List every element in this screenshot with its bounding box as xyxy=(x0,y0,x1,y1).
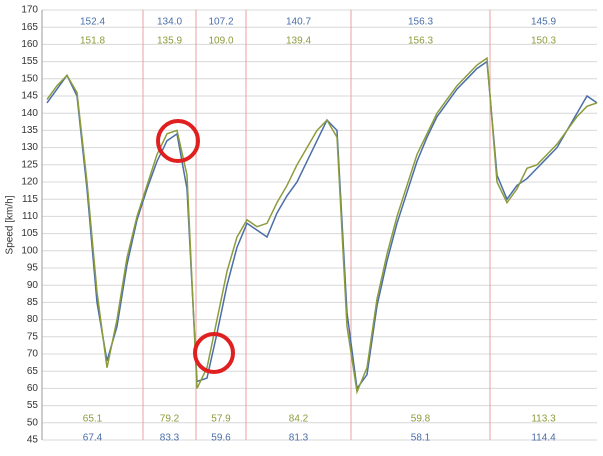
sector-max-label: 135.9 xyxy=(157,36,182,47)
sector-max-label: 150.3 xyxy=(531,36,556,47)
y-tick-label: 85 xyxy=(27,297,39,308)
y-tick-label: 50 xyxy=(27,417,39,428)
y-tick-label: 120 xyxy=(21,177,38,188)
sector-min-label: 57.9 xyxy=(211,414,231,425)
y-tick-label: 105 xyxy=(21,228,38,239)
y-tick-label: 60 xyxy=(27,383,39,394)
y-tick-label: 45 xyxy=(27,435,39,446)
y-tick-label: 100 xyxy=(21,245,38,256)
sector-min-label: 79.2 xyxy=(160,414,180,425)
y-tick-label: 170 xyxy=(21,5,38,16)
sector-min-label: 58.1 xyxy=(411,433,431,444)
sector-max-label: 156.3 xyxy=(408,36,433,47)
y-tick-label: 140 xyxy=(21,108,38,119)
sector-min-label: 113.3 xyxy=(531,414,556,425)
y-tick-label: 130 xyxy=(21,142,38,153)
sector-min-label: 59.8 xyxy=(411,414,431,425)
highlight-circle xyxy=(193,332,235,374)
y-tick-label: 80 xyxy=(27,314,39,325)
sector-min-label: 67.4 xyxy=(83,433,103,444)
y-tick-label: 75 xyxy=(27,331,39,342)
y-tick-label: 90 xyxy=(27,280,39,291)
sector-min-label: 83.3 xyxy=(160,433,180,444)
sector-max-label: 145.9 xyxy=(531,17,556,28)
y-tick-label: 165 xyxy=(21,22,38,33)
sector-min-label: 65.1 xyxy=(83,414,103,425)
highlight-circle xyxy=(156,119,200,163)
line-series xyxy=(46,60,598,391)
y-tick-label: 145 xyxy=(21,91,38,102)
line-series xyxy=(46,56,598,395)
sector-max-label: 152.4 xyxy=(80,17,105,28)
sector-min-label: 59.6 xyxy=(211,433,231,444)
y-tick-label: 95 xyxy=(27,263,39,274)
y-tick-label: 55 xyxy=(27,400,39,411)
sector-max-label: 109.0 xyxy=(208,36,233,47)
sector-min-label: 84.2 xyxy=(289,414,309,425)
sector-max-label: 156.3 xyxy=(408,17,433,28)
y-tick-label: 65 xyxy=(27,366,39,377)
sector-min-label: 81.3 xyxy=(289,433,309,444)
y-tick-label: 110 xyxy=(22,211,38,222)
sector-max-label: 134.0 xyxy=(157,17,182,28)
y-axis-label: Speed [km/h] xyxy=(5,195,16,254)
y-tick-label: 135 xyxy=(21,125,38,136)
sector-min-label: 114.4 xyxy=(531,433,556,444)
y-tick-label: 115 xyxy=(22,194,38,205)
sector-max-label: 151.8 xyxy=(80,36,105,47)
y-tick-label: 155 xyxy=(21,56,38,67)
y-tick-label: 150 xyxy=(21,73,38,84)
sector-max-label: 107.2 xyxy=(208,17,233,28)
y-tick-label: 160 xyxy=(21,39,38,50)
sector-max-label: 139.4 xyxy=(286,36,311,47)
sector-max-label: 140.7 xyxy=(286,17,311,28)
y-tick-label: 70 xyxy=(27,349,39,360)
y-tick-label: 125 xyxy=(21,159,38,170)
